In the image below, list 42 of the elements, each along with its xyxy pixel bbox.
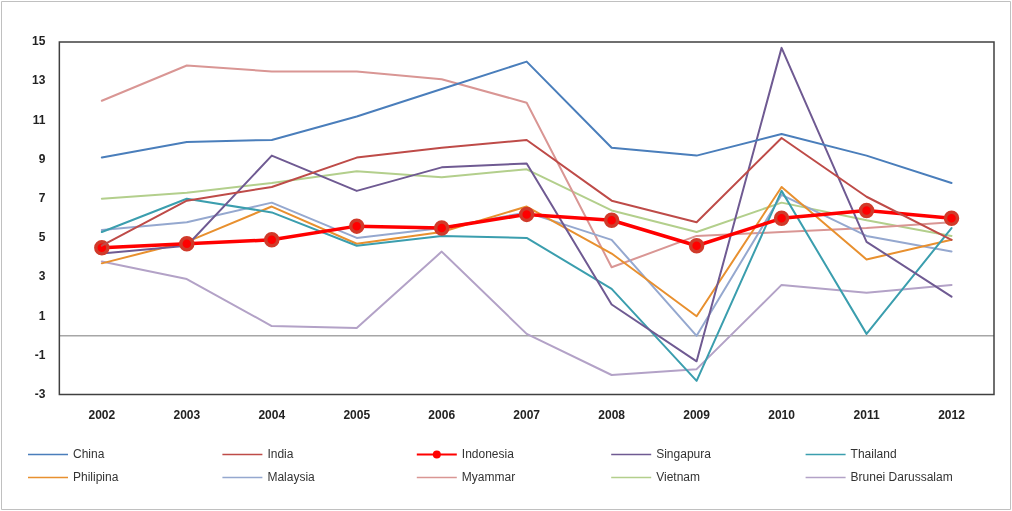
x-tick-label: 2008 (598, 408, 626, 423)
y-tick-label: 9 (38, 151, 46, 166)
legend-label: China (73, 446, 105, 461)
point (773, 210, 790, 227)
x-tick-label: 2005 (343, 408, 371, 423)
point (688, 237, 705, 254)
y-tick-label: 15 (31, 34, 46, 49)
point (603, 212, 620, 229)
point (858, 202, 875, 219)
point (943, 210, 960, 227)
y-tick-label: -1 (34, 347, 46, 362)
legend-label: Vietnam (656, 469, 701, 484)
legend-label: Myammar (461, 469, 516, 484)
legend-label: Thailand (850, 446, 897, 461)
x-tick-label: 2002 (88, 408, 116, 423)
legend-label: Brunei Darussalam (850, 469, 953, 484)
y-tick-label: 1 (38, 308, 46, 323)
point (94, 239, 110, 256)
x-tick-label: 2009 (683, 408, 711, 423)
x-tick-label: 2003 (173, 408, 201, 423)
legend-label: Philipina (73, 469, 119, 484)
legend-label: India (267, 446, 294, 461)
y-tick-label: 11 (32, 112, 46, 127)
point (264, 232, 280, 248)
x-tick-label: 2006 (428, 408, 456, 423)
x-tick-label: 2010 (768, 408, 796, 423)
point (518, 206, 535, 223)
y-tick-label: 13 (31, 73, 46, 88)
x-tick-label: 2007 (513, 408, 541, 423)
point (179, 236, 195, 252)
y-tick-label: 7 (38, 191, 46, 206)
legend-label: Singapura (656, 446, 712, 461)
x-tick-label: 2011 (853, 408, 880, 423)
point (348, 218, 365, 234)
y-tick-label: -3 (34, 386, 46, 401)
legend-label: Malaysia (267, 469, 316, 484)
x-tick-label: 2012 (938, 408, 966, 423)
legend-label: Indonesia (461, 446, 515, 461)
y-tick-label: 3 (38, 269, 46, 284)
x-tick-label: 2004 (258, 408, 286, 423)
y-tick-label: 5 (38, 230, 46, 245)
point (433, 220, 450, 236)
